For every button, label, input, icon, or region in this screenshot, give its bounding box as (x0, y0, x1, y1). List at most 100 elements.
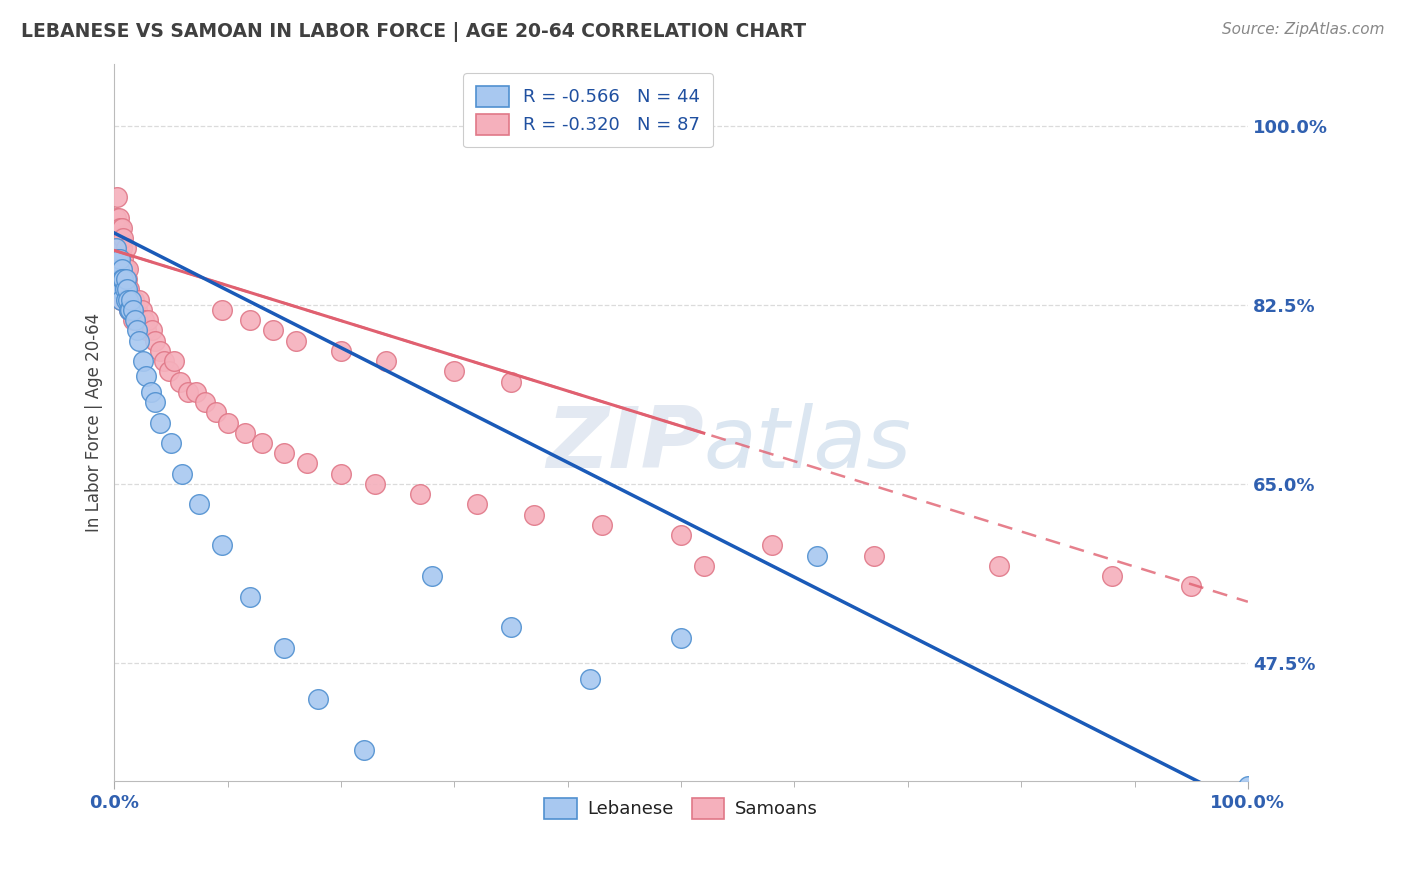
Point (114, 282, 136, 296)
Point (163, 354, 186, 368)
Point (111, 272, 134, 286)
Point (131, 302, 153, 317)
Point (127, 313, 149, 327)
Point (523, 508, 546, 522)
Point (125, 323, 148, 337)
Point (330, 467, 353, 481)
Point (160, 436, 183, 450)
Point (501, 620, 523, 634)
Point (375, 354, 398, 368)
Point (120, 302, 142, 317)
Point (111, 221, 134, 235)
Point (120, 302, 142, 317)
Point (114, 293, 136, 307)
Point (115, 293, 138, 307)
Point (110, 282, 132, 296)
Point (104, 241, 127, 255)
Point (409, 487, 432, 501)
Text: LEBANESE VS SAMOAN IN LABOR FORCE | AGE 20-64 CORRELATION CHART: LEBANESE VS SAMOAN IN LABOR FORCE | AGE … (21, 22, 806, 42)
Point (104, 241, 127, 255)
Point (111, 241, 134, 255)
Point (806, 549, 828, 563)
Point (149, 416, 172, 430)
Point (128, 293, 150, 307)
Point (172, 467, 194, 481)
Point (761, 538, 783, 552)
Point (862, 549, 884, 563)
Point (1237, 779, 1260, 793)
Point (112, 252, 135, 266)
Point (139, 384, 162, 399)
Point (443, 364, 465, 378)
Point (105, 252, 128, 266)
Point (330, 343, 353, 358)
Point (693, 558, 716, 573)
Point (353, 743, 375, 757)
Point (111, 261, 134, 276)
Point (118, 302, 141, 317)
Point (110, 272, 132, 286)
Point (273, 640, 295, 655)
Point (211, 302, 233, 317)
Point (118, 302, 141, 317)
Point (128, 334, 150, 348)
Point (112, 231, 135, 245)
Point (262, 323, 284, 337)
Point (110, 293, 132, 307)
Point (177, 384, 200, 399)
Y-axis label: In Labor Force | Age 20-64: In Labor Force | Age 20-64 (86, 313, 103, 533)
Point (105, 231, 128, 245)
Point (465, 498, 488, 512)
Point (205, 405, 228, 419)
Point (107, 261, 129, 276)
Point (108, 282, 131, 296)
Point (112, 272, 135, 286)
Point (273, 446, 295, 460)
Point (143, 334, 166, 348)
Point (112, 272, 135, 286)
Point (108, 282, 131, 296)
Point (307, 692, 329, 706)
Point (233, 425, 256, 440)
Point (104, 211, 127, 225)
Point (108, 261, 131, 276)
Point (121, 313, 143, 327)
Point (110, 252, 132, 266)
Point (124, 313, 146, 327)
Point (108, 261, 131, 276)
Text: ZIP: ZIP (546, 402, 704, 485)
Point (117, 261, 139, 276)
Point (118, 282, 141, 296)
Point (108, 252, 131, 266)
Point (105, 261, 128, 276)
Point (108, 241, 131, 255)
Point (108, 252, 131, 266)
Point (184, 384, 207, 399)
Point (108, 272, 131, 286)
Point (117, 293, 139, 307)
Point (149, 343, 172, 358)
Point (107, 221, 129, 235)
Point (239, 590, 262, 604)
Point (114, 272, 136, 286)
Point (110, 293, 132, 307)
Point (284, 334, 307, 348)
Point (124, 302, 146, 317)
Point (501, 375, 523, 389)
Point (669, 631, 692, 645)
Point (153, 354, 176, 368)
Point (120, 293, 142, 307)
Point (579, 672, 602, 686)
Point (120, 293, 142, 307)
Point (115, 282, 138, 296)
Point (157, 364, 180, 378)
Point (107, 252, 129, 266)
Point (141, 323, 163, 337)
Point (114, 282, 136, 296)
Legend: Lebanese, Samoans: Lebanese, Samoans (537, 790, 825, 826)
Point (364, 477, 387, 491)
Point (987, 558, 1010, 573)
Point (188, 498, 211, 512)
Point (420, 569, 443, 583)
Point (110, 231, 132, 245)
